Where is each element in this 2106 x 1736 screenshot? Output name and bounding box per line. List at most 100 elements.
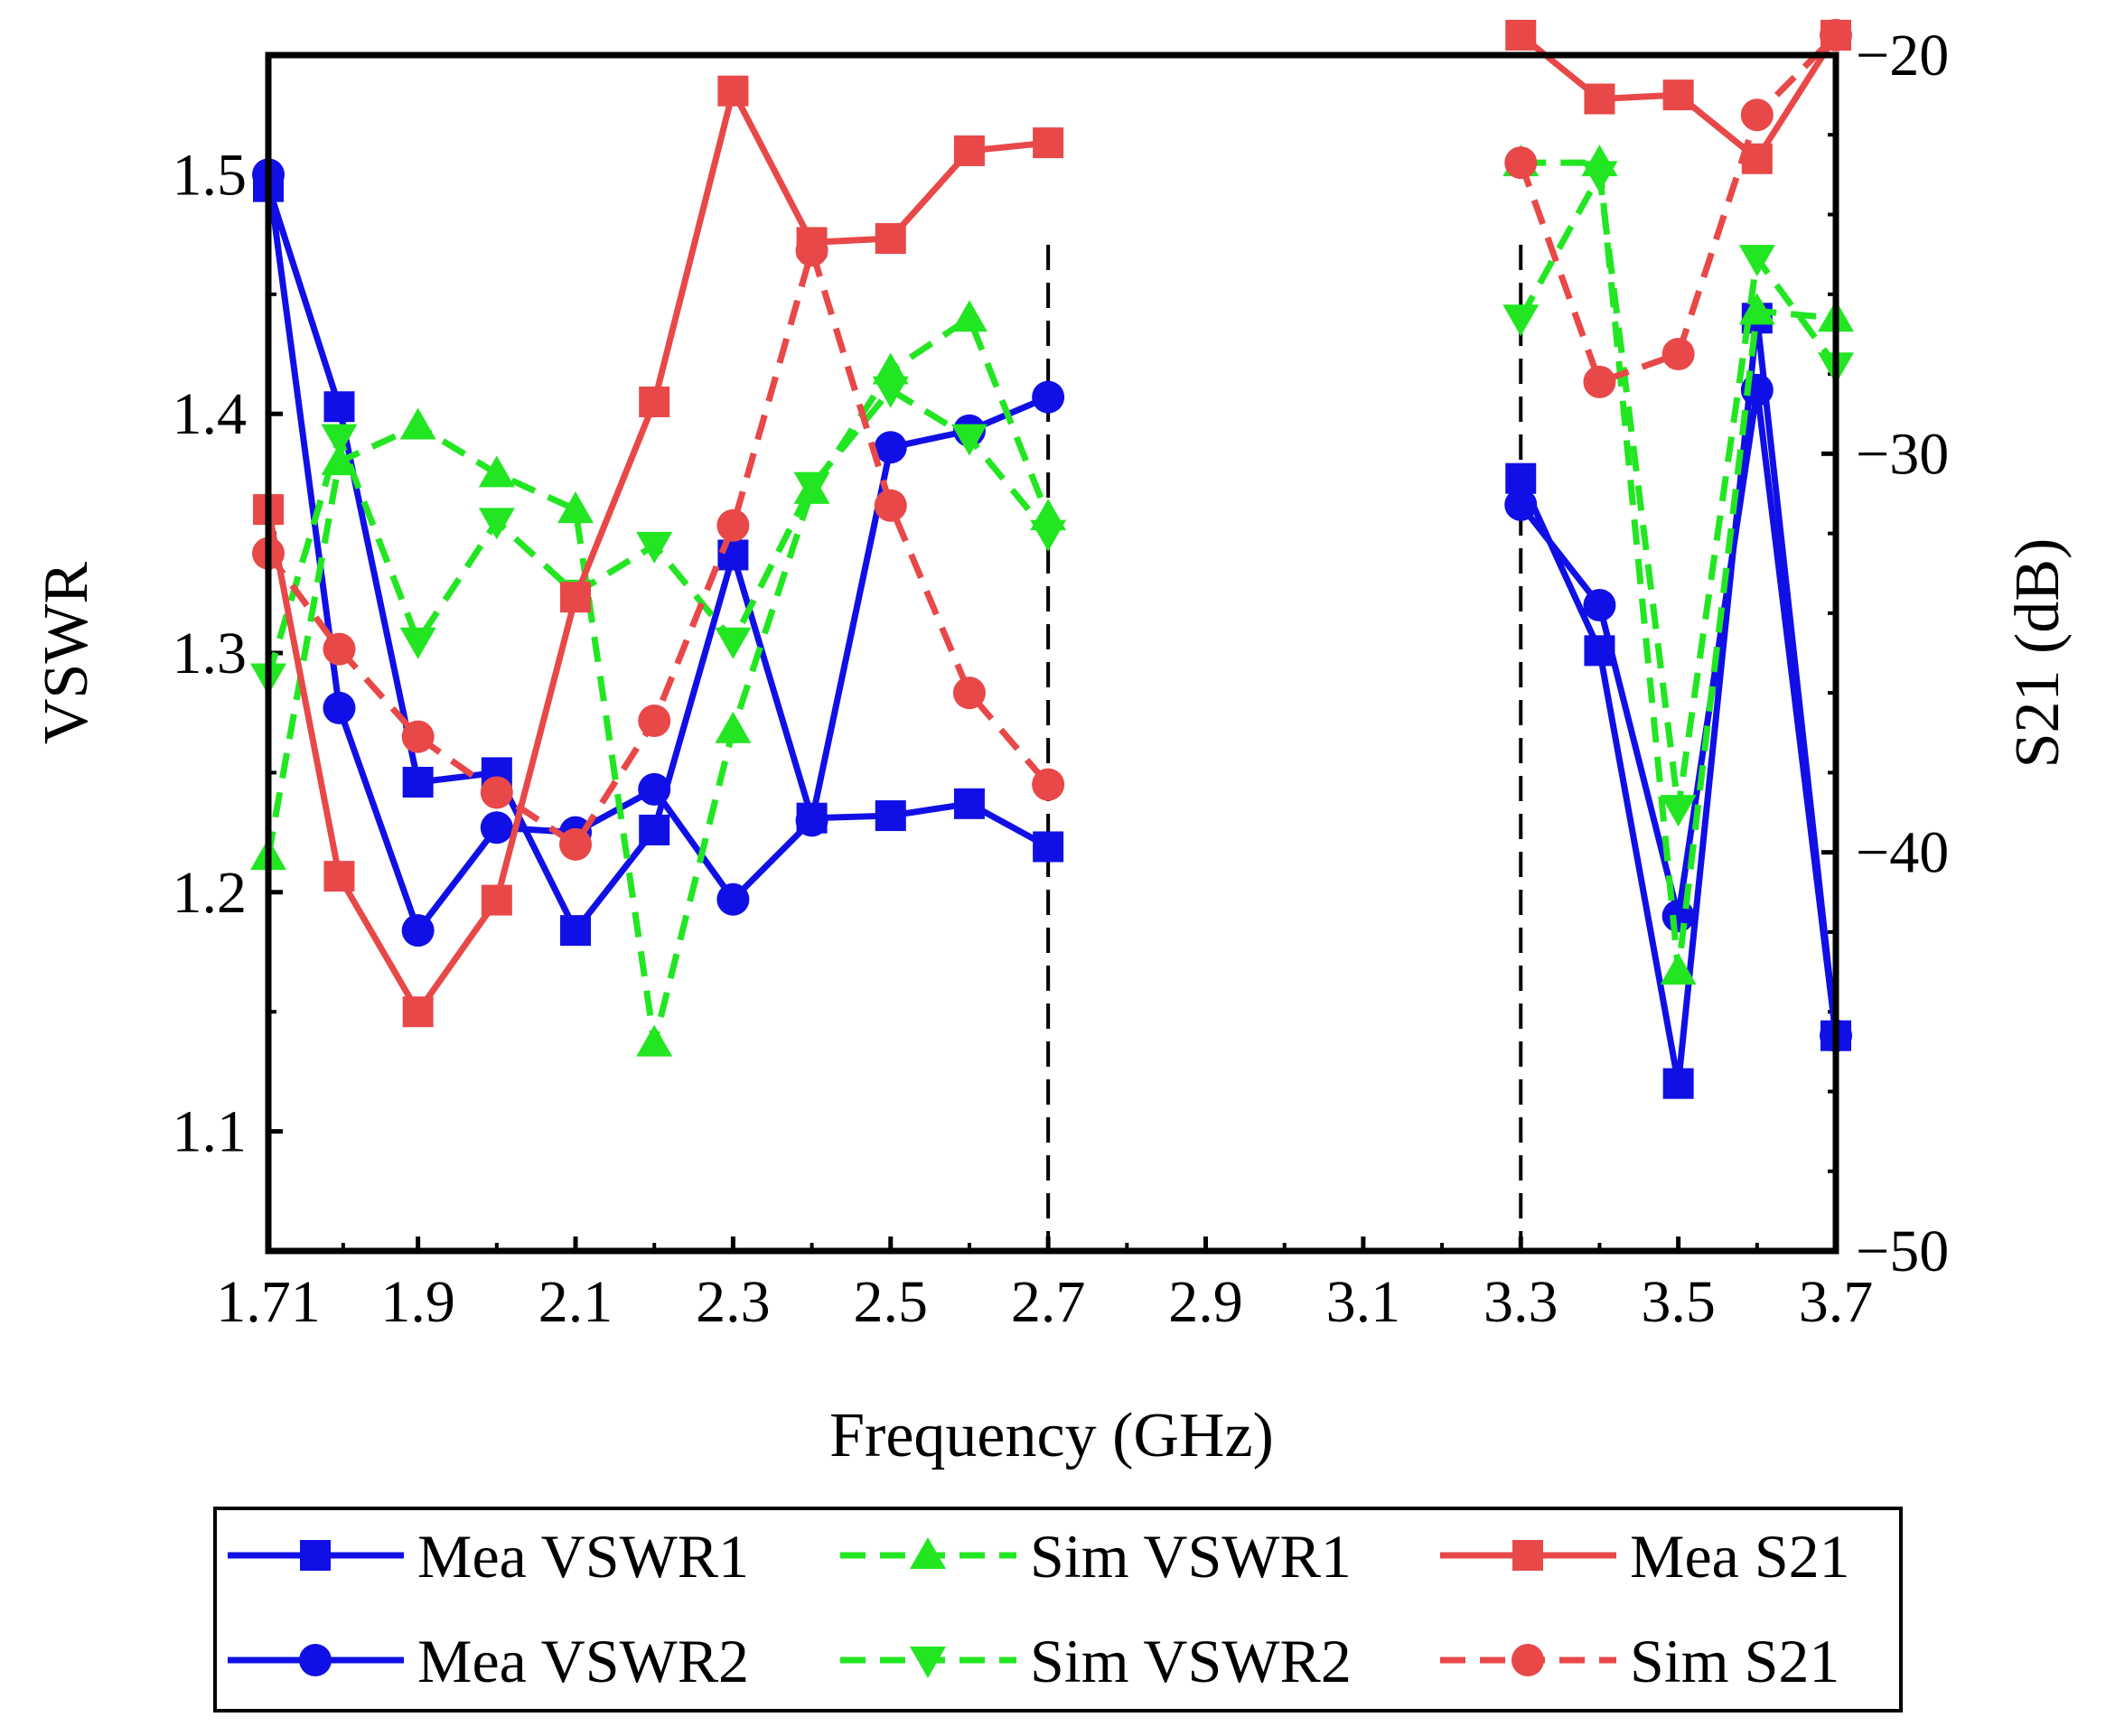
x-tick-label: 2.1 [538,1269,613,1335]
data-point [323,632,356,666]
data-point [323,391,355,423]
series-sim-s21 [252,18,1852,861]
y-axis-title: VSWR [32,562,101,745]
data-point [480,776,513,809]
data-point [1738,245,1775,277]
y-tick-label: 1.5 [173,142,248,208]
data-point [480,811,513,845]
data-point [560,915,592,947]
legend-label: Sim S21 [1630,1627,1839,1695]
data-point [717,75,749,107]
data-point [321,424,358,456]
data-point [636,531,673,564]
x-tick-label: 1.71 [216,1269,321,1335]
data-point [716,509,750,542]
x-tick-label: 2.9 [1168,1269,1243,1335]
y2-tick-label: −20 [1856,23,1949,89]
legend-swatch-marker [1512,1540,1543,1571]
legend-item: Sim VSWR2 [840,1627,1352,1695]
legend-swatch-marker [1512,1644,1544,1676]
data-point [636,1024,673,1057]
data-point [1583,365,1616,398]
y-tick-label: 1.3 [173,621,248,686]
y-tick-label: 1.2 [173,860,248,926]
data-point [401,720,435,753]
data-point [716,882,750,916]
data-point [874,489,907,522]
series-line [1517,33,1839,386]
legend-item: Mea VSWR2 [228,1627,749,1695]
y2-tick-label: −30 [1856,421,1949,487]
data-point [1738,293,1775,325]
data-point [1583,589,1616,622]
legend-swatch-marker [300,1540,331,1571]
data-point [399,627,436,659]
y2-tick-label: −40 [1856,820,1949,886]
data-point [639,814,670,845]
data-point [1581,161,1618,193]
data-point [1033,127,1064,159]
data-point [953,788,985,819]
plot-frame [265,51,1839,1255]
data-point [715,711,752,743]
x-tick-label: 3.1 [1326,1269,1401,1335]
data-point [1660,953,1697,985]
data-point [795,234,828,267]
data-point [402,766,434,798]
data-point [1662,1068,1694,1099]
data-series [250,18,1854,1099]
data-point [715,627,752,659]
data-point [399,407,436,440]
legend-swatch-marker [910,1537,946,1569]
data-point [639,386,670,417]
x-tick-label: 3.5 [1641,1269,1716,1335]
legend-label: Sim VSWR2 [1030,1627,1352,1695]
data-point [793,471,830,504]
data-point [1661,338,1695,370]
data-point [1505,19,1537,51]
data-point [1504,488,1538,521]
data-point [950,424,987,456]
data-point [401,914,435,947]
x-tick-label: 3.3 [1484,1269,1558,1335]
y-tick-label: 1.1 [173,1099,248,1165]
data-point [1584,83,1615,115]
legend-label: Sim VSWR1 [1030,1522,1352,1591]
legend-item: Mea VSWR1 [228,1522,749,1591]
legend-label: Mea S21 [1630,1522,1850,1591]
data-point [1661,900,1695,933]
data-point [559,827,593,861]
x-tick-label: 2.5 [854,1269,929,1335]
legend-box [213,1507,1903,1713]
data-point [1502,304,1540,337]
y2-axis-title: S21 (dB) [2003,538,2073,769]
data-point [638,772,671,806]
x-axis-title: Frequency (GHz) [829,1401,1274,1470]
x-tick-label: 2.7 [1011,1269,1086,1335]
data-point [478,455,515,488]
y2-tick-labels: −50 −40 −30 −20 [1856,23,1949,1284]
data-point [952,677,986,710]
data-point [875,800,906,832]
data-point [402,996,434,1028]
legend-item: Sim VSWR1 [840,1522,1352,1591]
legend-label: Mea VSWR1 [417,1522,749,1591]
data-point [795,804,828,837]
data-point [1030,519,1067,552]
data-point [1660,795,1697,827]
data-point [874,431,907,464]
data-point [875,223,906,255]
x-tick-label: 2.3 [696,1269,771,1335]
legend-item: Mea S21 [1440,1522,1850,1591]
y-tick-label: 1.4 [173,381,248,447]
data-point [481,884,512,916]
x-tick-labels: 1.71 1.9 2.1 2.3 2.5 2.7 2.9 3.1 3.3 3.5 3.7 [216,1269,1873,1335]
legend: Mea VSWR1 Sim VSWR1 Mea S21 Mea VSWR2 Sim VS… [228,1522,1850,1695]
data-point [478,508,515,540]
legend-label: Mea VSWR2 [417,1627,749,1695]
data-point [950,300,987,332]
legend-item: Sim S21 [1440,1627,1839,1695]
data-point [1032,380,1065,414]
